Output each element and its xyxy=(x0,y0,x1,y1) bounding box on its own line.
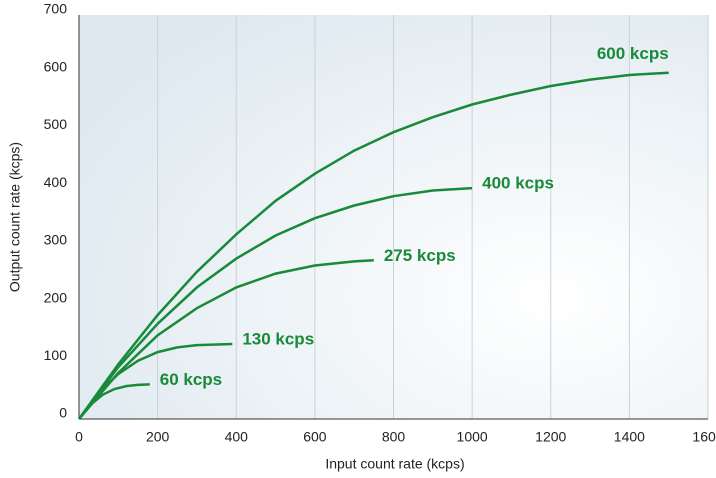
x-tick-label: 600 xyxy=(303,429,327,445)
x-axis-label: Input count rate (kcps) xyxy=(325,456,464,472)
x-tick-label: 400 xyxy=(225,429,249,445)
series-line xyxy=(78,342,233,420)
series-line xyxy=(77,71,669,420)
y-tick-label: 100 xyxy=(44,347,68,363)
x-tick-label: 1200 xyxy=(535,429,566,445)
y-tick-label: 300 xyxy=(44,232,68,248)
series-label: 400 kcps xyxy=(482,174,554,193)
x-tick-label: 200 xyxy=(146,429,170,445)
series-line xyxy=(78,383,150,420)
series-line xyxy=(78,186,473,420)
x-tick-label: 1400 xyxy=(614,429,645,445)
x-tick-label: 1000 xyxy=(457,429,488,445)
series-label: 130 kcps xyxy=(242,329,314,348)
x-tick-label: 0 xyxy=(75,429,83,445)
y-tick-label: 500 xyxy=(44,116,68,132)
series-label: 60 kcps xyxy=(160,370,222,389)
y-axis-label: Output count rate (kcps) xyxy=(7,142,23,292)
y-tick-label: 200 xyxy=(44,289,68,305)
series-label: 600 kcps xyxy=(597,44,669,63)
series-line xyxy=(78,259,374,420)
y-tick-label: 700 xyxy=(44,1,68,17)
y-tick-label: 400 xyxy=(44,174,68,190)
y-tick-label: 600 xyxy=(44,58,68,74)
y-tick-label: 0 xyxy=(59,405,67,421)
series-label: 275 kcps xyxy=(384,246,456,265)
x-tick-label: 800 xyxy=(382,429,406,445)
